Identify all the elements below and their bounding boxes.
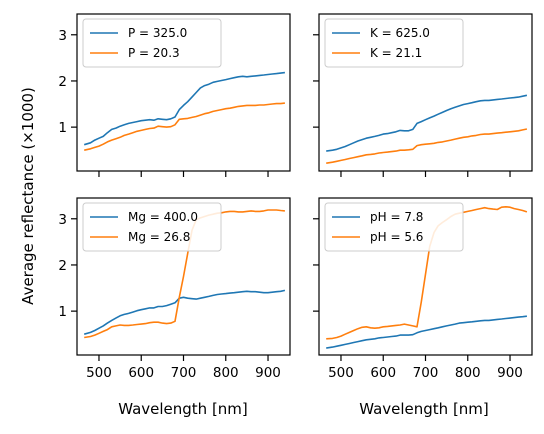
y-tick-label: 2: [58, 74, 67, 90]
legend-box: [324, 18, 464, 68]
legend-label: P = 20.3: [128, 46, 180, 60]
series-line-1: [326, 94, 528, 152]
series-line-2: [326, 128, 528, 164]
legend-label: pH = 5.6: [370, 230, 423, 244]
x-axis-title-right: Wavelength [nm]: [359, 400, 489, 418]
panel-4: 500 600 700 800 900 pH = 7.8 pH = 5.6: [313, 197, 533, 381]
legend-box: [324, 202, 464, 252]
x-tick-label: 800: [213, 365, 239, 381]
panel-1: 1 2 3 P = 325.0 P = 20.3: [58, 13, 291, 177]
x-tick-label: 600: [128, 365, 154, 381]
legend-label: Mg = 26.8: [128, 230, 190, 244]
legend-label: K = 625.0: [370, 26, 430, 40]
legend-label: K = 21.1: [370, 46, 422, 60]
x-tick-label: 600: [370, 365, 396, 381]
x-tick-label: 800: [455, 365, 481, 381]
series-line-2: [84, 209, 285, 339]
series-line-1: [326, 315, 527, 349]
y-tick-label: 3: [58, 28, 67, 44]
series-line-2: [84, 102, 285, 151]
panel-3: 500 600 700 800 900 1 2 3 Mg = 400.0 Mg = 26.8: [58, 197, 291, 381]
y-tick-label: 1: [58, 120, 67, 136]
series-line-2: [326, 206, 528, 340]
y-tick-label: 1: [58, 304, 67, 320]
legend-label: pH = 7.8: [370, 210, 423, 224]
series-line-1: [83, 289, 286, 335]
x-tick-label: 700: [413, 365, 439, 381]
panels: 1 2 3 P = 325.0 P = 20.3 K = 625.0 K = 21.1 500…: [58, 13, 533, 381]
legend-label: P = 325.0: [128, 26, 187, 40]
x-axis-title-left: Wavelength [nm]: [118, 400, 248, 418]
y-tick-label: 2: [58, 258, 67, 274]
x-tick-label: 900: [497, 365, 523, 381]
x-tick-label: 500: [328, 365, 354, 381]
series-line-1: [83, 71, 285, 146]
x-tick-label: 500: [86, 365, 112, 381]
legend-box: [82, 202, 222, 252]
legend-label: Mg = 400.0: [128, 210, 198, 224]
x-tick-label: 900: [255, 365, 281, 381]
panel-2: K = 625.0 K = 21.1: [313, 13, 533, 177]
y-axis-title: Average reflectance (×1000): [19, 87, 37, 305]
y-tick-label: 3: [58, 212, 67, 228]
x-tick-label: 700: [171, 365, 197, 381]
legend-box: [82, 18, 222, 68]
